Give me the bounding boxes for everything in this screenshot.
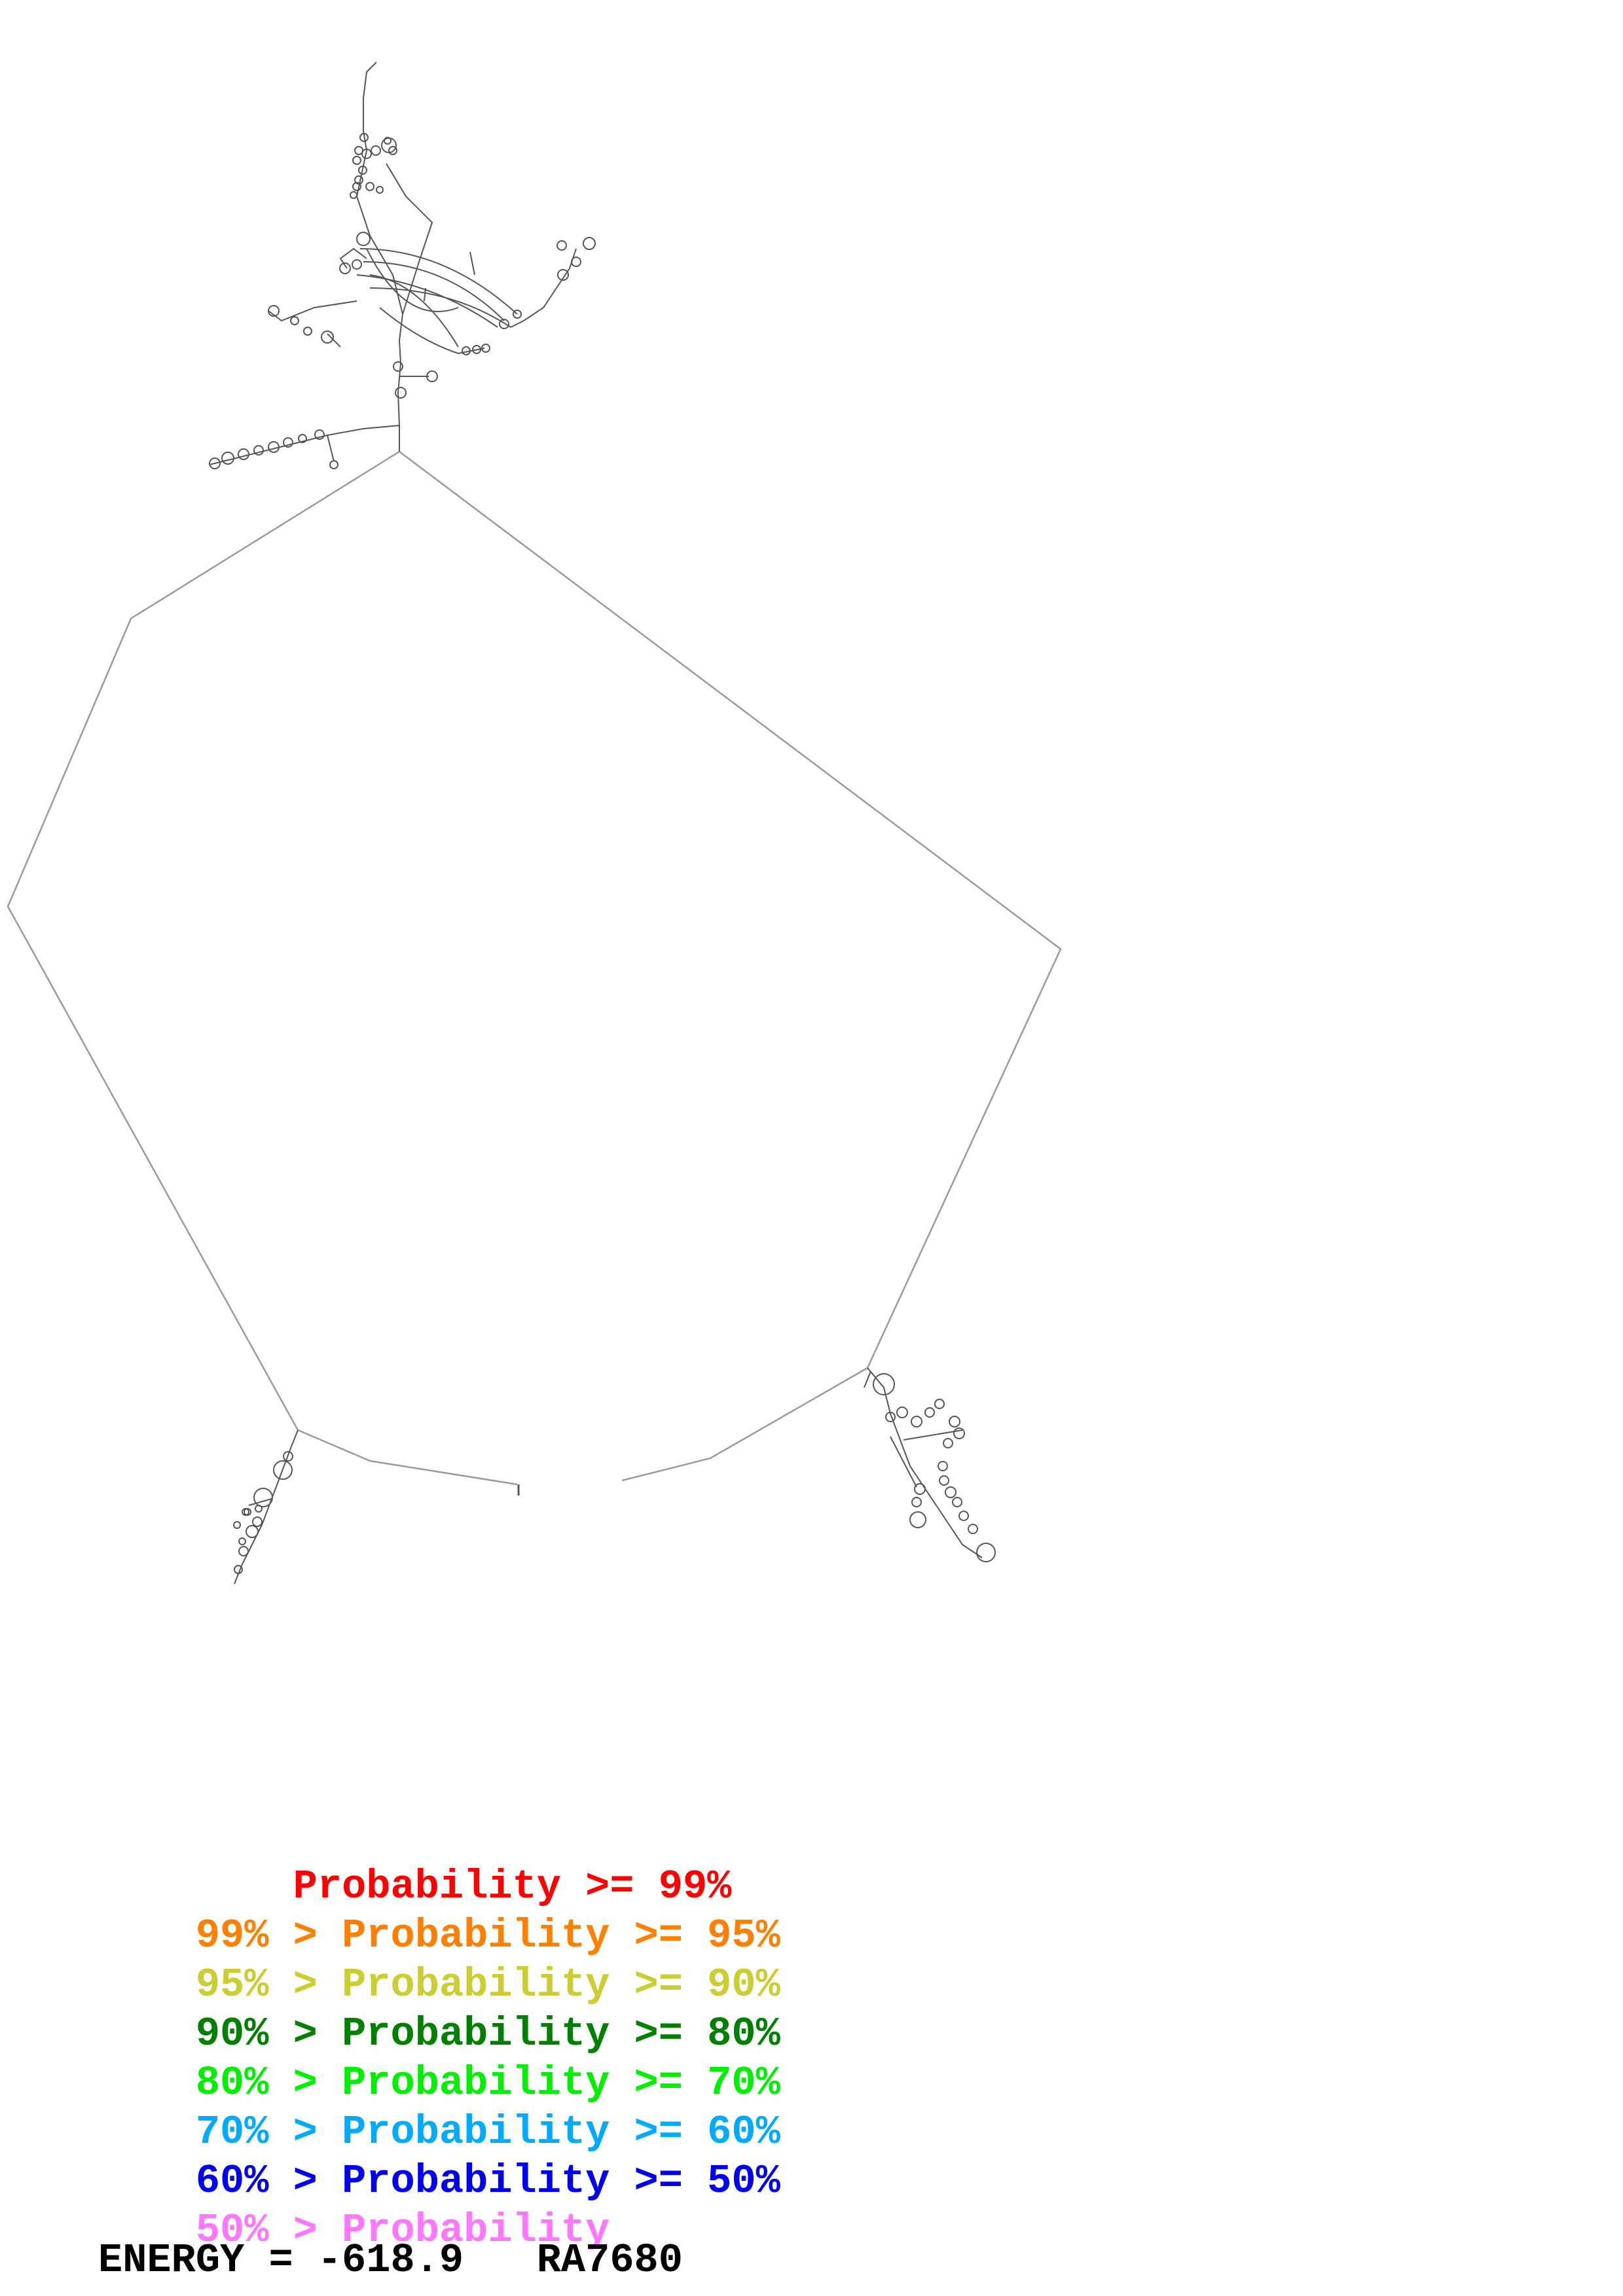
legend-prefix: 50% > (195, 2207, 342, 2253)
legend-prefix: 95% > (195, 1962, 342, 2008)
exterior-loop-backbone-right (399, 451, 1062, 1482)
legend-label: Probability >= 70% (342, 2060, 780, 2106)
legend-prefix: 80% > (195, 2060, 342, 2106)
energy-value: ENERGY = -618.9 (98, 2237, 464, 2284)
bottom-left-domain (233, 1429, 299, 1585)
legend-label: Probability >= 99% (293, 1863, 732, 1910)
energy-line: ENERGY = -618.9 RA7680 (98, 2237, 683, 2284)
legend-line-90: 95% > Probability >= 90% (98, 1924, 780, 2046)
legend-line-60: 70% > Probability >= 60% (98, 2072, 780, 2193)
legend-prefix: 90% > (195, 2011, 342, 2057)
top-domain (209, 62, 596, 469)
legend-line-80: 90% > Probability >= 80% (98, 1973, 780, 2095)
legend-label: Probability >= 60% (342, 2109, 780, 2155)
sequence-id: RA7680 (536, 2237, 683, 2284)
legend-label: Probability >= 95% (342, 1912, 780, 1959)
legend-label: Probability >= 80% (342, 2011, 780, 2057)
legend-label: Probability >= 50% (342, 2158, 780, 2204)
legend-line-below-50: 50% > Probability (98, 2170, 610, 2291)
exterior-loop-backbone (7, 450, 518, 1486)
bottom-right-domain (864, 1367, 996, 1562)
legend-prefix: 70% > (195, 2109, 342, 2155)
legend-label: Probability >= 90% (342, 1962, 780, 2008)
legend-prefix: 60% > (195, 2158, 342, 2204)
legend-prefix: 99% > (195, 1912, 342, 1959)
legend-line-95: 99% > Probability >= 95% (98, 1875, 780, 1997)
legend-line-99: Probability >= 99% (98, 1826, 732, 1948)
legend-line-70: 80% > Probability >= 70% (98, 2022, 780, 2144)
legend-label: Probability (342, 2207, 610, 2253)
legend-line-50: 60% > Probability >= 50% (98, 2121, 780, 2242)
